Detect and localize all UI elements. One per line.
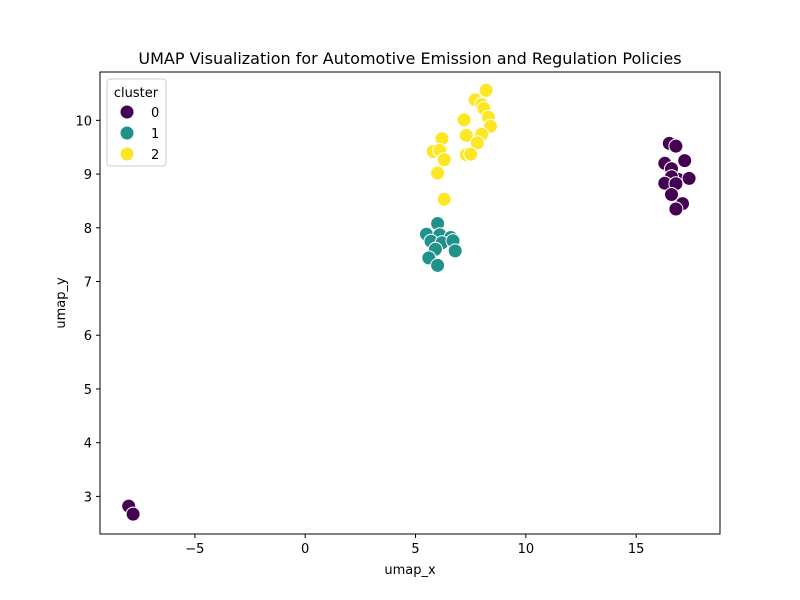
legend-title: cluster: [114, 86, 159, 101]
y-tick-label: 7: [84, 276, 92, 291]
x-tick-label: 5: [411, 542, 419, 557]
x-axis-ticks: −5 0 5 10 15: [185, 534, 644, 557]
y-tick-label: 8: [84, 222, 92, 237]
data-point-cluster-1: [430, 257, 446, 273]
data-point-cluster-0: [668, 138, 684, 154]
legend-label-cluster-1: 1: [151, 127, 159, 142]
legend-marker-cluster-1: [119, 125, 135, 141]
y-tick-label: 10: [75, 114, 92, 129]
x-tick-label: 0: [301, 542, 309, 557]
legend-label-cluster-2: 2: [151, 148, 159, 163]
data-point-cluster-2: [463, 146, 479, 162]
data-point-cluster-1: [447, 243, 463, 259]
data-point-cluster-0: [125, 506, 141, 522]
legend-label-cluster-0: 0: [151, 106, 159, 121]
data-point-cluster-2: [469, 135, 485, 151]
chart-title: UMAP Visualization for Automotive Emissi…: [138, 49, 681, 68]
y-tick-label: 5: [84, 383, 92, 398]
x-tick-label: −5: [185, 542, 204, 557]
y-axis-label: umap_y: [54, 277, 69, 329]
legend-box: [106, 78, 167, 167]
data-point-cluster-0: [681, 170, 697, 186]
legend-items: 0 1 2: [119, 104, 159, 163]
data-point-cluster-2: [436, 191, 452, 207]
data-point-cluster-0: [677, 153, 693, 169]
data-point-cluster-2: [436, 152, 452, 168]
x-tick-label: 10: [518, 542, 535, 557]
plot-frame: [99, 71, 721, 535]
x-tick-label: 15: [628, 542, 645, 557]
y-tick-label: 3: [84, 490, 92, 505]
y-tick-label: 4: [84, 437, 92, 452]
data-point-cluster-2: [458, 127, 474, 143]
data-point-cluster-2: [430, 165, 446, 181]
data-point-cluster-2: [456, 112, 472, 128]
legend-marker-cluster-2: [119, 146, 135, 162]
points-layer: [121, 82, 697, 522]
data-point-cluster-0: [664, 187, 679, 202]
plot-area: [100, 72, 720, 534]
y-axis-ticks: 3 4 5 6 7 8 9 10: [75, 114, 100, 505]
y-tick-label: 6: [84, 329, 92, 344]
data-point-cluster-0: [668, 201, 684, 217]
data-point-cluster-2: [478, 82, 494, 98]
legend: cluster 0 1 2: [106, 78, 167, 167]
y-tick-label: 9: [84, 168, 92, 183]
legend-marker-cluster-0: [119, 104, 135, 120]
x-axis-label: umap_x: [384, 563, 436, 578]
